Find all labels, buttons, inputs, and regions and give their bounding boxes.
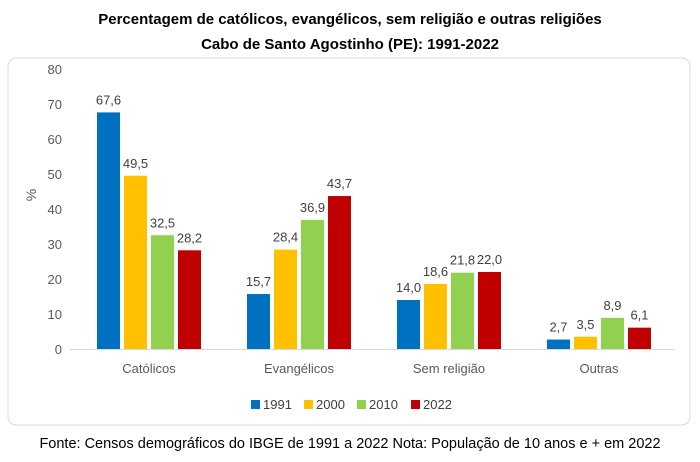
x-tick-label: Católicos: [122, 361, 176, 376]
legend-label-2022: 2022: [423, 397, 452, 412]
data-label: 14,0: [396, 280, 421, 295]
y-tick-label: 60: [48, 132, 62, 147]
bar-2010-1: [301, 219, 324, 349]
y-tick-label: 40: [48, 202, 62, 217]
y-tick-label: 10: [48, 307, 62, 322]
legend-swatch-2022: [411, 400, 420, 409]
bar-1991-0: [97, 112, 120, 350]
y-axis-label: %: [23, 189, 39, 201]
data-label: 28,2: [177, 230, 202, 245]
x-tick-label: Evangélicos: [264, 361, 335, 376]
legend-swatch-2010: [357, 400, 366, 409]
bar-2010-2: [451, 272, 474, 349]
footer-note: Fonte: Censos demográficos do IBGE de 19…: [39, 436, 660, 452]
data-label: 21,8: [450, 253, 475, 268]
legend-label-2010: 2010: [369, 397, 398, 412]
bar-2022-3: [628, 327, 651, 349]
data-label: 18,6: [423, 264, 448, 279]
y-tick-label: 20: [48, 272, 62, 287]
data-label: 36,9: [300, 200, 325, 215]
data-label: 32,5: [150, 215, 175, 230]
chart-title: Percentagem de católicos, evangélicos, s…: [98, 11, 602, 28]
bar-1991-3: [547, 339, 570, 349]
x-tick-label: Outras: [579, 361, 619, 376]
data-label: 15,7: [246, 274, 271, 289]
data-label: 28,4: [273, 230, 298, 245]
y-tick-label: 0: [55, 342, 62, 357]
legend-label-2000: 2000: [316, 397, 345, 412]
y-tick-label: 50: [48, 167, 62, 182]
x-tick-label: Sem religião: [413, 361, 485, 376]
bar-2010-0: [151, 235, 174, 349]
y-tick-label: 30: [48, 237, 62, 252]
data-label: 49,5: [123, 156, 148, 171]
legend-swatch-2000: [304, 400, 313, 409]
legend-label-1991: 1991: [263, 397, 292, 412]
chart-subtitle: Cabo de Santo Agostinho (PE): 1991-2022: [201, 36, 499, 53]
bar-2000-0: [124, 175, 147, 349]
bar-2000-1: [274, 249, 297, 349]
data-label: 6,1: [630, 308, 648, 323]
bar-2022-2: [478, 272, 501, 349]
bar-2022-0: [178, 250, 201, 349]
bar-2000-2: [424, 283, 447, 349]
bar-1991-1: [247, 294, 270, 349]
bar-2000-3: [574, 336, 597, 349]
data-label: 22,0: [477, 252, 502, 267]
y-tick-label: 70: [48, 97, 62, 112]
data-label: 2,7: [549, 320, 567, 335]
y-tick-label: 80: [48, 62, 62, 77]
data-label: 67,6: [96, 92, 121, 107]
legend-swatch-1991: [251, 400, 260, 409]
bar-2010-3: [601, 317, 624, 349]
data-label: 8,9: [603, 298, 621, 313]
data-label: 3,5: [576, 317, 594, 332]
bar-2022-1: [328, 196, 351, 349]
bar-1991-2: [397, 300, 420, 349]
data-label: 43,7: [327, 176, 352, 191]
